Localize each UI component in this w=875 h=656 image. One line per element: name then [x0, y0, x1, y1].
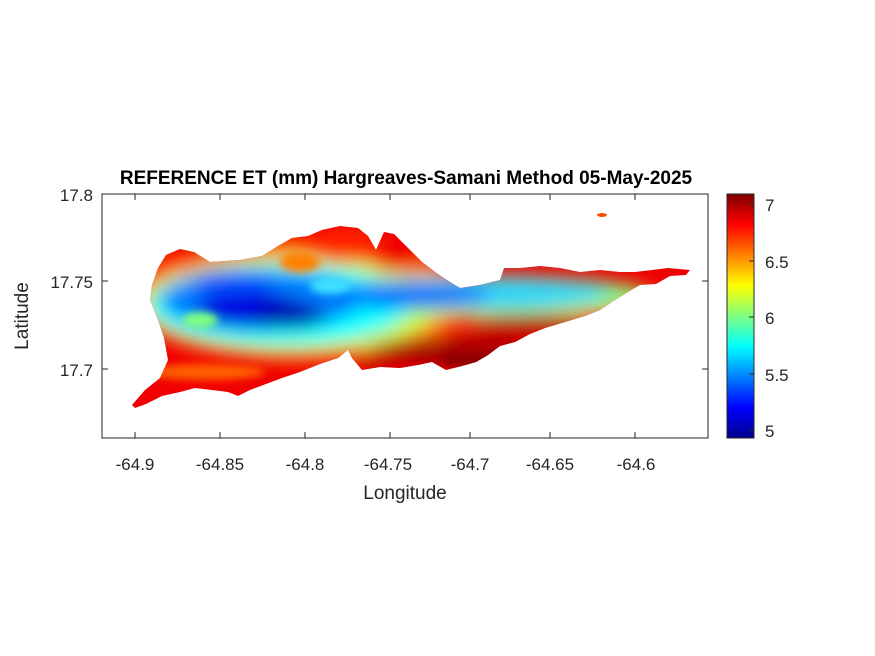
y-tick-label: 17.7 — [60, 361, 93, 380]
y-tick-label: 17.8 — [60, 186, 93, 205]
colorbar-tick-label: 6 — [765, 309, 774, 328]
colorbar — [726, 193, 755, 439]
x-tick-label: -64.65 — [526, 455, 574, 474]
colorbar-tick-label: 6.5 — [765, 253, 789, 272]
colorbar-tick-label: 7 — [765, 196, 774, 215]
colorbar-tick-marks — [749, 203, 754, 431]
x-tick-label: -64.9 — [116, 455, 155, 474]
x-tick-marks — [134, 194, 636, 438]
colorbar-tick-label: 5 — [765, 422, 774, 441]
x-tick-label: -64.7 — [451, 455, 490, 474]
islet-marker — [597, 213, 607, 217]
x-tick-label: -64.85 — [196, 455, 244, 474]
x-tick-label: -64.75 — [364, 455, 412, 474]
x-tick-label: -64.6 — [617, 455, 656, 474]
x-axis-label: Longitude — [363, 483, 446, 504]
y-tick-marks — [102, 193, 708, 370]
colorbar-tick-label: 5.5 — [765, 366, 789, 385]
y-axis-label: Latitude — [12, 282, 33, 350]
x-tick-label: -64.8 — [286, 455, 325, 474]
chart-title: REFERENCE ET (mm) Hargreaves-Samani Meth… — [120, 168, 693, 189]
y-tick-label: 17.75 — [50, 273, 93, 292]
